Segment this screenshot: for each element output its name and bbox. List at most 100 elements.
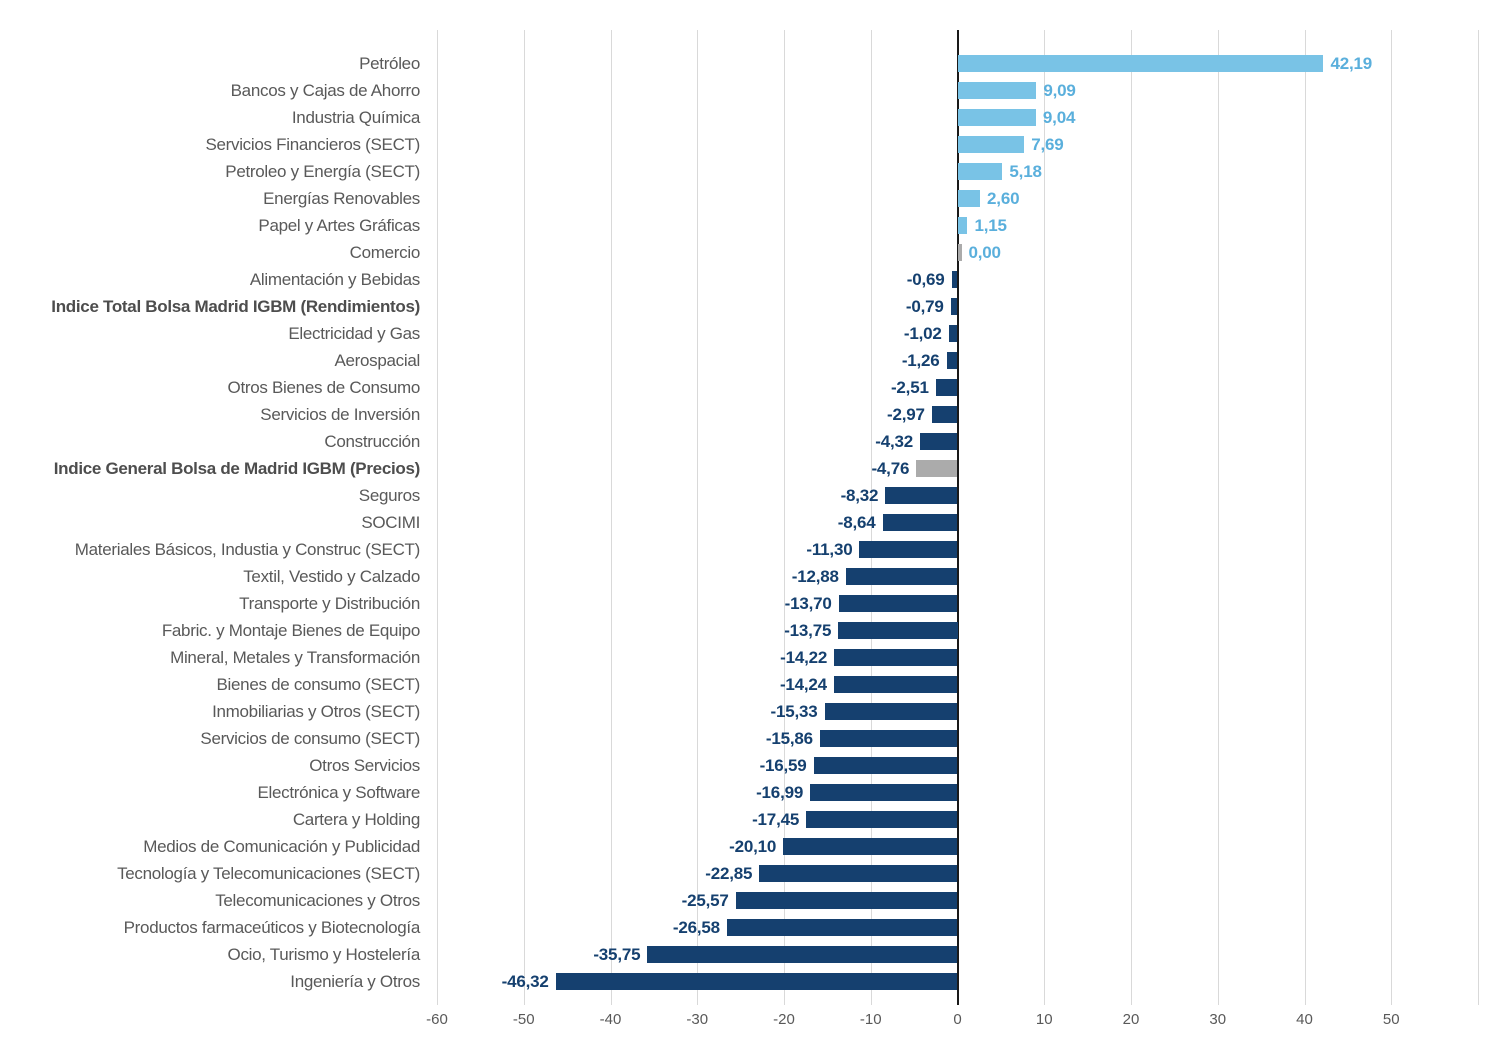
value-label: -35,75 (593, 944, 641, 964)
value-label: 42,19 (1330, 53, 1373, 73)
bar (813, 756, 958, 774)
bar (838, 621, 958, 639)
value-label: -14,22 (780, 647, 828, 667)
gridline (697, 30, 699, 1005)
bar (957, 108, 1036, 126)
category-label: Aerospacial (334, 350, 420, 370)
value-label: -1,26 (901, 350, 940, 370)
value-label: -16,59 (759, 755, 807, 775)
bar (845, 567, 958, 585)
x-tick-label: 30 (1209, 1011, 1227, 1028)
x-tick-label: 10 (1035, 1011, 1053, 1028)
bar (859, 540, 958, 558)
chart-row: Medios de Comunicación y Publicidad -20,1… (0, 833, 1490, 860)
category-label: Cartera y Holding (292, 809, 420, 829)
bar (735, 891, 958, 909)
x-tick-label: -10 (859, 1011, 882, 1028)
x-tick-label: -50 (512, 1011, 535, 1028)
category-label: Electrónica y Software (257, 782, 420, 802)
chart-row: Ocio, Turismo y Hostelería -35,75 (0, 941, 1490, 968)
bar (810, 783, 958, 801)
category-label: Telecomunicaciones y Otros (215, 890, 420, 910)
chart-row: Indice General Bolsa de Madrid IGBM (Pre… (0, 455, 1490, 482)
value-label: -22,85 (705, 863, 753, 883)
value-label: -13,70 (784, 593, 832, 613)
x-tick-label: -40 (599, 1011, 622, 1028)
chart-row: Inmobiliarias y Otros (SECT) -15,33 (0, 698, 1490, 725)
category-label: Servicios Financieros (SECT) (205, 134, 420, 154)
bar (726, 918, 958, 936)
chart-row: Industria Química 9,04 (0, 104, 1490, 131)
bar (950, 297, 958, 315)
value-label: -12,88 (791, 566, 839, 586)
gridline (870, 30, 872, 1005)
value-label: 0,00 (968, 242, 1001, 262)
category-label: Petroleo y Energía (SECT) (225, 161, 420, 181)
category-label: Ingeniería y Otros (290, 971, 420, 991)
category-label: Materiales Básicos, Industia y Construc … (74, 539, 421, 559)
category-label: Electricidad y Gas (288, 323, 420, 343)
gridline (437, 30, 438, 1005)
bar (946, 351, 958, 369)
value-label: -46,32 (501, 971, 549, 991)
category-label: SOCIMI (361, 512, 420, 532)
category-label: Otros Bienes de Consumo (227, 377, 421, 397)
chart-row: Indice Total Bolsa Madrid IGBM (Rendimie… (0, 293, 1490, 320)
bar (957, 216, 968, 234)
gridline (1044, 30, 1046, 1005)
category-label: Mineral, Metales y Transformación (170, 647, 420, 667)
chart-row: Electricidad y Gas -1,02 (0, 320, 1490, 347)
value-label: -8,32 (840, 485, 879, 505)
chart-row: Alimentación y Bebidas -0,69 (0, 266, 1490, 293)
value-label: 9,04 (1042, 107, 1076, 127)
chart-row: Fabric. y Montaje Bienes de Equipo -13,75 (0, 617, 1490, 644)
bar (951, 270, 958, 288)
category-label: Inmobiliarias y Otros (SECT) (212, 701, 420, 721)
bar (824, 702, 958, 720)
chart-row: Aerospacial -1,26 (0, 347, 1490, 374)
bar (806, 810, 958, 828)
chart-row: Construcción -4,32 (0, 428, 1490, 455)
chart-row: Cartera y Holding -17,45 (0, 806, 1490, 833)
gridline (1478, 30, 1479, 1005)
value-label: -15,86 (765, 728, 813, 748)
bar (957, 189, 981, 207)
bar (920, 432, 958, 450)
x-tick-label: 40 (1296, 1011, 1313, 1028)
gridline (1217, 30, 1219, 1005)
chart-row: Bancos y Cajas de Ahorro 9,09 (0, 77, 1490, 104)
chart-row: Textil, Vestido y Calzado -12,88 (0, 563, 1490, 590)
bar (555, 972, 958, 990)
chart-row: Energías Renovables 2,60 (0, 185, 1490, 212)
zero-axis (956, 30, 959, 1005)
bar (931, 405, 958, 423)
chart-row: Mineral, Metales y Transformación -14,22 (0, 644, 1490, 671)
chart-row: Ingeniería y Otros -46,32 (0, 968, 1490, 995)
category-label: Fabric. y Montaje Bienes de Equipo (161, 620, 420, 640)
bar (885, 486, 958, 504)
value-label: 7,69 (1031, 134, 1064, 154)
chart-row: Servicios Financieros (SECT) 7,69 (0, 131, 1490, 158)
value-label: -15,33 (770, 701, 818, 721)
chart-row: Papel y Artes Gráficas 1,15 (0, 212, 1490, 239)
category-label: Alimentación y Bebidas (249, 269, 420, 289)
bar (957, 54, 1324, 72)
bar (833, 675, 958, 693)
bar (916, 459, 958, 477)
bar (948, 324, 958, 342)
category-label: Indice General Bolsa de Madrid IGBM (Pre… (53, 458, 421, 478)
chart-row: SOCIMI -8,64 (0, 509, 1490, 536)
x-tick-label: -60 (426, 1011, 448, 1028)
category-label: Textil, Vestido y Calzado (243, 566, 420, 586)
chart-row: Electrónica y Software -16,99 (0, 779, 1490, 806)
bar (759, 864, 958, 882)
category-label: Tecnología y Telecomunicaciones (SECT) (117, 863, 420, 883)
chart-row: Materiales Básicos, Industia y Construc … (0, 536, 1490, 563)
value-label: -0,69 (906, 269, 945, 289)
category-label: Servicios de consumo (SECT) (200, 728, 420, 748)
category-label: Ocio, Turismo y Hostelería (227, 944, 421, 964)
bar (957, 81, 1037, 99)
value-label: 2,60 (987, 188, 1020, 208)
chart-row: Productos farmaceúticos y Biotecnología -… (0, 914, 1490, 941)
